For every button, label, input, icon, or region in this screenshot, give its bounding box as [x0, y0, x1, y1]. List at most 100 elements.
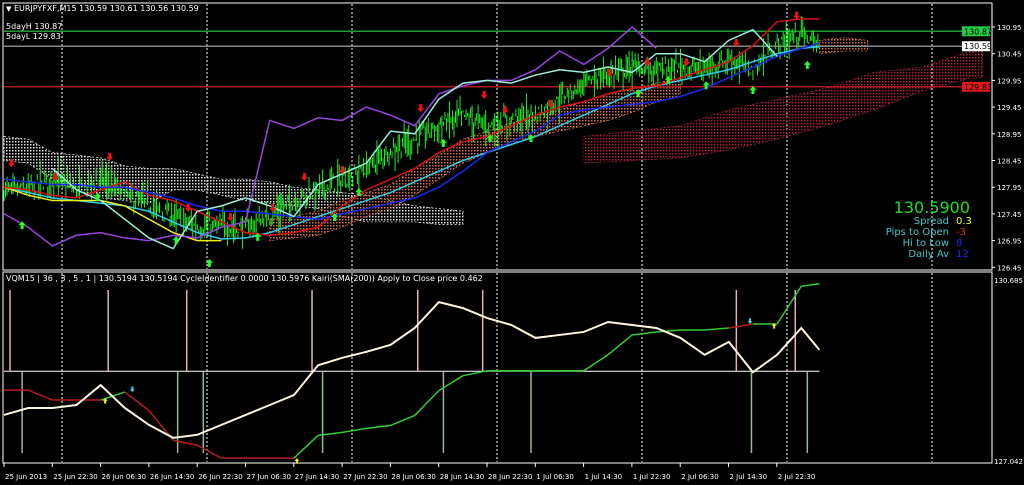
signal-line-segment [656, 329, 681, 333]
sell-arrow-icon [643, 58, 651, 67]
x-tick-label: 2 Jul 22:30 [778, 473, 816, 481]
signal-line-segment [801, 282, 820, 287]
sell-arrow-icon [8, 159, 16, 168]
signal-line-segment [366, 424, 391, 430]
y-tick-label: 129.45 [997, 104, 1022, 112]
y-tick-label: 126.45 [997, 264, 1022, 272]
y-tick-label: 128.45 [997, 158, 1022, 166]
level-label: 130.87 [964, 27, 992, 36]
x-tick-label: 27 Jun 14:30 [295, 473, 339, 481]
signal-line-segment [438, 375, 464, 392]
sell-arrow-icon [732, 39, 740, 48]
sell-arrow-icon [417, 104, 425, 113]
signal-line-segment [293, 434, 319, 459]
spread-label: Spread [913, 216, 949, 227]
buy-arrow-icon [634, 89, 642, 98]
level-label: 130.59 [964, 42, 992, 51]
buy-arrow-icon [803, 60, 811, 69]
ma-cyan-line [3, 46, 820, 240]
x-tick-label: 25 Jun 22:30 [53, 473, 97, 481]
line-aqua-line [51, 28, 778, 250]
x-tick-label: 28 Jun 06:30 [391, 473, 435, 481]
sell-arrow-icon [51, 173, 59, 182]
y-tick-label: 129.95 [997, 77, 1022, 85]
signal-arrow-icon [747, 318, 753, 325]
buy-arrow-icon [664, 75, 672, 84]
signal-line-segment [607, 334, 633, 356]
x-tick-label: 1 Jul 14:30 [585, 473, 623, 481]
sell-arrow-icon [269, 204, 277, 213]
buy-arrow-icon [749, 86, 757, 95]
level-label-bg [962, 41, 990, 52]
sell-arrow-icon [106, 152, 114, 161]
buy-arrow-icon [486, 134, 494, 143]
sell-arrow-icon [338, 166, 346, 175]
x-tick-label: 26 Jun 06:30 [102, 473, 146, 481]
signal-line-segment [317, 431, 343, 437]
x-tick-label: 28 Jun 14:30 [440, 473, 484, 481]
pips-to-open-label: Pips to Open [885, 227, 949, 238]
x-tick-label: 26 Jun 14:30 [150, 473, 194, 481]
signal-arrow-icon [102, 398, 108, 404]
buy-arrow-icon [331, 213, 339, 222]
sell-arrow-icon [184, 204, 192, 213]
signal-line-segment [776, 285, 802, 325]
buy-arrow-icon [355, 188, 363, 197]
sell-arrow-icon [227, 213, 234, 222]
signal-arrow-icon [294, 458, 300, 464]
signal-arrow-icon [129, 386, 135, 393]
five-day-low: 5dayL 129.83 [6, 32, 61, 41]
x-tick-label: 27 Jun 22:30 [343, 473, 387, 481]
sell-arrow-icon [300, 173, 308, 182]
y-tick-label: 127.45 [997, 211, 1022, 219]
level-label-bg [962, 81, 990, 92]
signal-line-segment [414, 390, 440, 416]
signal-line-segment [632, 331, 657, 336]
x-tick-label: 26 Jun 22:30 [198, 473, 242, 481]
x-tick-label: 1 Jul 22:30 [633, 473, 671, 481]
x-tick-label: 1 Jul 06:30 [536, 473, 574, 481]
x-tick-label: 27 Jun 06:30 [247, 473, 291, 481]
kairi-line [3, 301, 821, 439]
buy-arrow-icon [172, 236, 180, 245]
sell-arrow-icon [683, 58, 691, 67]
level-label: 129.83 [964, 83, 992, 92]
line-blue-line [3, 42, 820, 220]
x-tick-label: 2 Jul 06:30 [681, 473, 719, 481]
buy-arrow-icon [94, 192, 102, 201]
x-tick-label: 2 Jul 14:30 [730, 473, 768, 481]
buy-arrow-icon [205, 259, 213, 268]
pips-to-open-value: -3 [956, 227, 966, 238]
level-label-bg [962, 26, 990, 37]
buy-arrow-icon [527, 134, 535, 143]
triangle-down-icon[interactable]: ▼ [6, 5, 12, 13]
y-tick-label: 130.45 [997, 51, 1022, 59]
signal-line-segment [342, 427, 367, 434]
sub-y-tick-label: 130.685 [994, 277, 1023, 285]
sell-arrow-icon [501, 105, 509, 114]
sell-arrow-icon [547, 99, 555, 108]
hi-to-low-value: 8 [956, 238, 963, 249]
y-tick-label: 128.95 [997, 131, 1022, 139]
sell-arrow-icon [606, 68, 614, 77]
sell-arrow-icon [480, 90, 488, 99]
line-purple-line [3, 25, 657, 247]
indicator-header: VQM15 | 36 , 3 , 5 , 1 | 130.5194 130.51… [6, 274, 483, 283]
x-tick-label: 25 Jun 2013 [5, 473, 47, 481]
signal-line-segment [462, 369, 488, 377]
y-tick-label: 130.95 [997, 24, 1022, 32]
daily-av-label: Daily Av [908, 249, 949, 260]
x-tick-label: 28 Jun 22:30 [488, 473, 532, 481]
ichimoku-cloud [583, 47, 983, 164]
signal-line-segment [390, 414, 416, 427]
buy-arrow-icon [18, 221, 26, 230]
y-tick-label: 126.95 [997, 238, 1022, 246]
signal-arrow-icon [771, 322, 777, 329]
buy-arrow-icon [439, 138, 447, 147]
signal-line-segment [196, 444, 222, 459]
signal-line-segment [583, 354, 609, 372]
chart-title: ▼ EURJPYFXF,M15 130.59 130.61 130.56 130… [6, 4, 199, 14]
spread-value: 0.3 [956, 216, 972, 227]
signal-line-segment [728, 323, 754, 329]
